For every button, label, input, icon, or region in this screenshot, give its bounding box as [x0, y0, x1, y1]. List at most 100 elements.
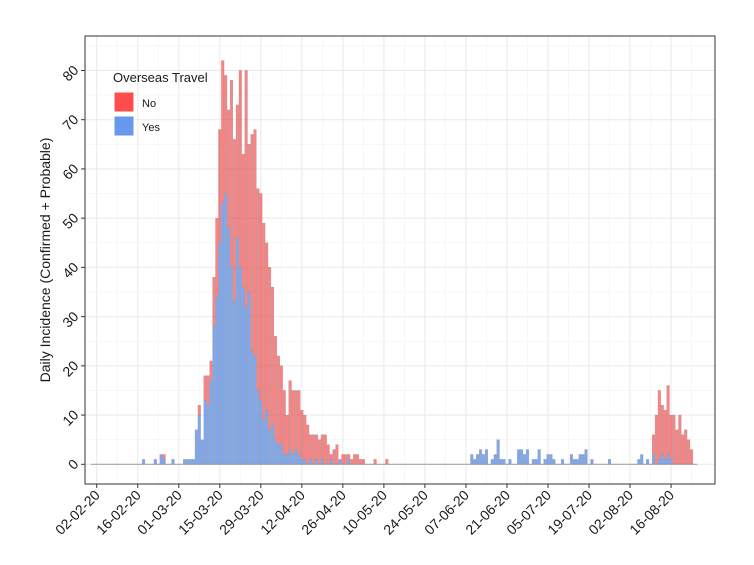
bar-no [294, 390, 298, 450]
bars [90, 60, 698, 465]
bar-no [221, 60, 225, 204]
bar-yes [206, 405, 210, 465]
legend: Overseas Travel No Yes [113, 70, 208, 137]
bar-yes [183, 459, 187, 465]
bar-no [309, 434, 313, 460]
bar-yes [265, 409, 269, 465]
bar-yes [271, 424, 275, 465]
bar-no [230, 80, 234, 268]
bar-no [232, 139, 236, 303]
bar-yes [640, 454, 644, 465]
bar-no [285, 414, 289, 455]
bar-no [288, 380, 292, 450]
bar-yes [666, 454, 670, 465]
legend-key-no [113, 91, 135, 113]
bar-yes [660, 454, 664, 465]
bar-yes [279, 444, 283, 465]
bar-yes [294, 449, 298, 465]
bar-no [385, 459, 389, 465]
bar-no [306, 424, 310, 465]
bar-yes [250, 350, 254, 465]
bar-yes [531, 459, 535, 465]
bar-yes [523, 454, 527, 465]
bar-no [212, 277, 216, 327]
bar-no [235, 104, 239, 239]
bar-no [197, 405, 201, 416]
bar-yes [476, 454, 480, 465]
bar-yes [247, 291, 251, 465]
bar-yes [197, 414, 201, 465]
bar-yes [171, 459, 175, 465]
bar-yes [584, 449, 588, 465]
legend-title: Overseas Travel [113, 70, 208, 85]
bar-no [259, 193, 263, 401]
bar-yes [549, 454, 553, 465]
bar-no [332, 449, 336, 465]
bar-yes [561, 459, 565, 465]
bar-no [350, 459, 354, 465]
bar-yes [482, 454, 486, 465]
bar-yes [303, 459, 307, 465]
bar-yes [256, 390, 260, 465]
bar-yes [517, 449, 521, 465]
bar-yes [200, 439, 204, 465]
bar-yes [663, 459, 667, 465]
bar-yes [259, 400, 263, 465]
bar-no [317, 439, 321, 465]
bar-yes [470, 454, 474, 465]
bar-yes [546, 454, 550, 465]
bar-no [291, 390, 295, 455]
bar-yes [230, 267, 234, 465]
bar-no [672, 414, 676, 465]
bar-yes [508, 459, 512, 465]
bar-no [373, 459, 377, 465]
bar-no [341, 454, 345, 465]
bar-no [323, 434, 327, 465]
bar-yes [209, 380, 213, 465]
bar-no [657, 390, 661, 460]
bar-yes [338, 459, 342, 465]
bar-yes [142, 459, 146, 465]
bar-yes [273, 439, 277, 465]
bar-yes [224, 193, 228, 465]
bar-yes [651, 454, 655, 465]
bar-yes [669, 459, 673, 465]
bar-yes [575, 459, 579, 465]
bar-no [268, 267, 272, 431]
bar-yes [484, 449, 488, 465]
bar-no [282, 390, 286, 455]
bar-yes [590, 459, 594, 465]
bar-no [347, 454, 351, 460]
bar-no [684, 429, 688, 465]
y-axis-title: Daily Incidence (Confirmed + Probable) [37, 138, 53, 383]
bar-yes [221, 203, 225, 465]
bar-yes [309, 459, 313, 465]
bar-no [250, 134, 254, 352]
bar-no [690, 449, 694, 465]
bar-no [660, 405, 664, 455]
plot-panel-border [84, 35, 716, 485]
bar-no [669, 414, 673, 460]
bar-yes [241, 286, 245, 465]
bar-yes [212, 326, 216, 465]
bar-yes [232, 301, 236, 465]
bar-yes [300, 459, 304, 465]
bar-yes [537, 449, 541, 465]
bar-yes [578, 454, 582, 465]
legend-label-yes: Yes [142, 122, 160, 134]
bar-yes [276, 444, 280, 465]
bar-yes [314, 459, 318, 465]
bar-yes [191, 459, 195, 465]
bar-no [206, 375, 210, 406]
bar-yes [520, 449, 524, 465]
bar-no [247, 144, 251, 293]
bar-yes [153, 459, 157, 465]
bar-yes [473, 459, 477, 465]
bar-no [238, 70, 242, 268]
bar-no [262, 222, 266, 421]
bar-no [687, 439, 691, 465]
bar-no [209, 360, 213, 381]
bar-no [344, 454, 348, 465]
bar-no [681, 434, 685, 465]
bar-yes [657, 459, 661, 465]
